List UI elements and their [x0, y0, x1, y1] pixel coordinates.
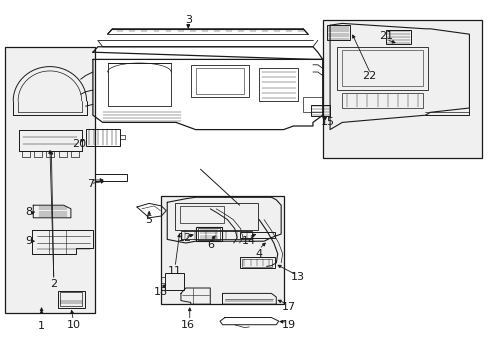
Text: 20: 20 — [72, 139, 86, 149]
Text: 22: 22 — [361, 71, 376, 81]
Bar — [386, 30, 410, 44]
Text: 17: 17 — [281, 302, 295, 312]
Text: 12: 12 — [178, 233, 191, 243]
Bar — [197, 228, 220, 240]
Text: 6: 6 — [206, 240, 213, 250]
Bar — [58, 291, 84, 308]
Text: 1: 1 — [38, 321, 45, 331]
Bar — [242, 259, 272, 267]
Bar — [326, 25, 349, 40]
Bar — [342, 50, 422, 86]
Bar — [180, 206, 224, 223]
Bar — [337, 47, 427, 90]
Bar — [181, 231, 251, 239]
Bar — [303, 97, 322, 112]
Text: 15: 15 — [320, 117, 334, 127]
Bar — [239, 257, 274, 268]
Bar — [175, 203, 258, 230]
Bar — [60, 292, 81, 306]
Text: 11: 11 — [168, 266, 182, 276]
Text: 14: 14 — [241, 236, 255, 246]
Bar — [190, 65, 249, 97]
Bar — [195, 227, 222, 241]
Text: 21: 21 — [379, 31, 392, 41]
Text: 4: 4 — [255, 249, 262, 259]
Text: 18: 18 — [153, 287, 167, 297]
Text: 10: 10 — [66, 320, 80, 330]
Text: 16: 16 — [181, 320, 195, 330]
Text: 5: 5 — [145, 215, 152, 225]
Text: 19: 19 — [281, 320, 295, 330]
Text: 8: 8 — [25, 207, 32, 217]
Bar — [195, 68, 244, 94]
Bar — [95, 174, 127, 181]
Bar — [165, 273, 183, 290]
Bar — [239, 232, 274, 238]
Text: 9: 9 — [25, 236, 32, 246]
Bar — [259, 68, 298, 101]
Text: 2: 2 — [50, 279, 57, 289]
Bar — [322, 20, 481, 158]
Bar — [85, 129, 120, 146]
Text: 7: 7 — [87, 179, 94, 189]
Bar — [342, 93, 422, 108]
Bar — [161, 196, 283, 304]
Text: 13: 13 — [291, 272, 305, 282]
Bar — [310, 105, 329, 116]
Text: 3: 3 — [184, 15, 191, 25]
Bar — [5, 47, 95, 313]
